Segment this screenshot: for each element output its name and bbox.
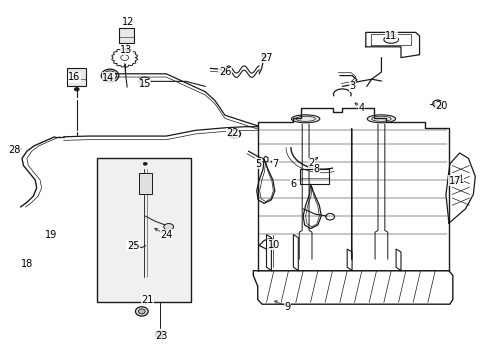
Text: 2: 2: [308, 158, 314, 168]
Text: 6: 6: [290, 179, 296, 189]
Ellipse shape: [155, 331, 164, 337]
Text: 19: 19: [45, 230, 58, 240]
Ellipse shape: [135, 307, 148, 316]
Text: 15: 15: [138, 79, 151, 89]
Ellipse shape: [366, 115, 395, 123]
Text: 17: 17: [447, 176, 460, 186]
Bar: [119, 28, 134, 43]
Text: 5: 5: [255, 159, 261, 169]
Text: 25: 25: [126, 240, 139, 251]
Text: 4: 4: [358, 103, 364, 113]
Text: 16: 16: [68, 72, 81, 82]
Ellipse shape: [163, 224, 173, 230]
Text: 20: 20: [434, 101, 447, 111]
Text: 14: 14: [102, 73, 115, 83]
Bar: [97, 158, 190, 302]
Bar: [67, 68, 86, 86]
Text: 13: 13: [120, 45, 132, 55]
Ellipse shape: [291, 115, 319, 123]
Text: 9: 9: [284, 302, 290, 312]
Text: 24: 24: [160, 230, 172, 240]
Ellipse shape: [157, 332, 162, 336]
Ellipse shape: [138, 309, 145, 314]
Ellipse shape: [143, 162, 147, 165]
Text: 27: 27: [260, 53, 272, 63]
Bar: [139, 173, 151, 194]
Text: 3: 3: [348, 81, 354, 91]
Text: 26: 26: [218, 67, 231, 77]
Ellipse shape: [74, 87, 79, 91]
Text: 1: 1: [457, 175, 463, 185]
Text: 7: 7: [272, 159, 278, 169]
Ellipse shape: [228, 130, 240, 138]
Text: 18: 18: [20, 259, 33, 269]
Text: 8: 8: [313, 164, 319, 174]
Ellipse shape: [103, 71, 116, 80]
Ellipse shape: [101, 69, 119, 82]
Text: 23: 23: [155, 330, 167, 341]
Bar: [141, 168, 149, 172]
Ellipse shape: [261, 54, 266, 58]
Text: 21: 21: [141, 295, 154, 305]
Text: 11: 11: [384, 31, 397, 41]
Bar: [300, 169, 328, 184]
Text: 12: 12: [122, 17, 134, 27]
Text: 28: 28: [8, 145, 21, 155]
Text: 10: 10: [267, 240, 280, 250]
Text: 22: 22: [225, 128, 238, 138]
